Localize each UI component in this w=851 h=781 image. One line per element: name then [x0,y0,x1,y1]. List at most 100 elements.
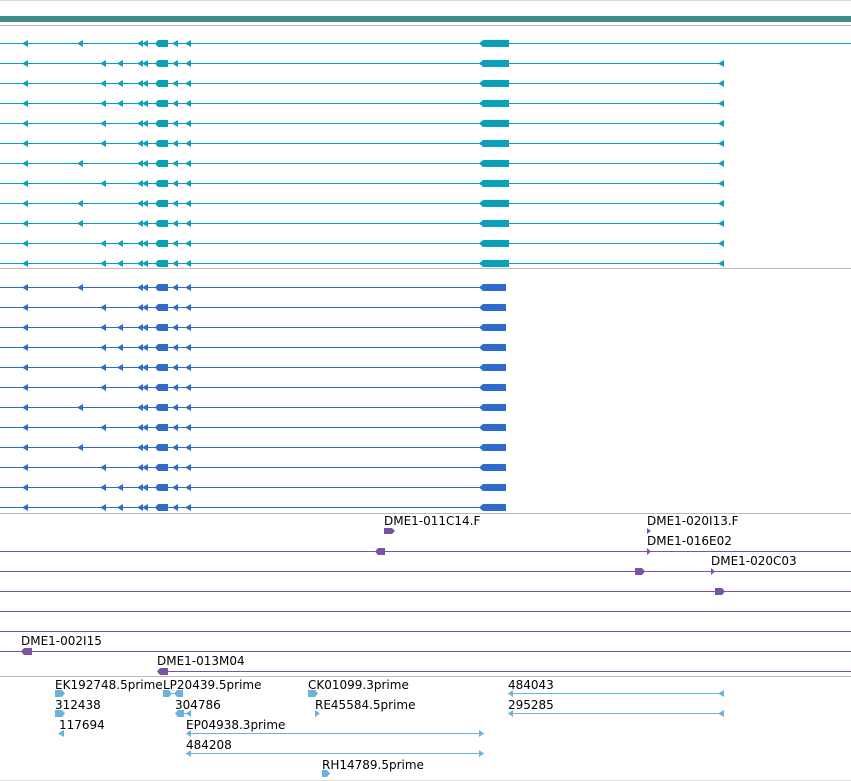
est-marker[interactable] [186,710,191,717]
clone-end-marker[interactable] [157,668,168,675]
exon-marker [22,504,28,511]
est-marker[interactable] [315,710,320,717]
exon-marker [155,424,168,431]
exon-marker [172,80,178,87]
clone-label-020i13f[interactable]: DME1-020I13.F [647,514,739,528]
est-marker[interactable] [55,690,65,697]
est-marker[interactable] [718,710,724,717]
transcript-row[interactable] [0,80,724,87]
clone-end-marker[interactable] [21,648,32,655]
est-label-ek192748[interactable]: EK192748.5prime [55,678,163,692]
clone-label-011c14f[interactable]: DME1-011C14.F [384,514,481,528]
exon-marker [142,444,148,451]
transcript-row[interactable] [0,100,724,107]
clone-end-marker[interactable] [384,528,395,534]
est-marker[interactable] [308,690,318,697]
exon-marker [155,324,168,331]
exon-marker [718,160,724,167]
exon-marker [185,200,191,207]
est-label-ck01099[interactable]: CK01099.3prime [308,678,409,692]
transcript-row[interactable] [0,40,851,47]
est-label-lp20439[interactable]: LP20439.5prime [163,678,262,692]
clone-end-marker[interactable] [375,548,385,555]
transcript-row[interactable] [0,200,724,207]
exon-marker [137,80,143,87]
exon-marker [22,100,28,107]
est-label-312438[interactable]: 312438 [55,698,101,712]
exon-marker [718,240,724,247]
est-marker[interactable] [479,750,484,757]
est-marker[interactable] [186,750,191,757]
exon-marker [185,220,191,227]
clone-label-020c03[interactable]: DME1-020C03 [711,554,797,568]
exon-marker [137,240,143,247]
transcript-row[interactable] [0,404,506,411]
clone-label-002i15[interactable]: DME1-002I15 [21,634,102,648]
transcript-row[interactable] [0,284,506,291]
transcript-row[interactable] [0,304,506,311]
est-label-re45584[interactable]: RE45584.5prime [315,698,416,712]
terminal-exon [479,364,506,371]
clone-end-marker[interactable] [647,548,651,555]
exon-marker [100,324,106,331]
terminal-exon [479,240,509,247]
exon-marker [155,220,168,227]
exon-marker [155,200,168,207]
est-marker[interactable] [175,710,184,717]
est-label-484208[interactable]: 484208 [186,738,232,752]
exon-marker [22,424,28,431]
est-label-ep04938[interactable]: EP04938.3prime [186,718,285,732]
est-label-117694[interactable]: 117694 [59,718,105,732]
transcript-row[interactable] [0,220,724,227]
transcript-row[interactable] [0,260,724,267]
transcript-row[interactable] [0,324,506,331]
exon-marker [137,444,143,451]
exon-marker [155,60,168,67]
est-marker[interactable] [508,690,513,697]
clone-label-016e02[interactable]: DME1-016E02 [647,534,732,548]
transcript-row[interactable] [0,180,724,187]
est-label-304786[interactable]: 304786 [175,698,221,712]
transcript-row[interactable] [0,160,724,167]
exon-marker [137,200,143,207]
est-marker[interactable] [55,710,65,717]
est-marker[interactable] [58,730,64,737]
clone-end-marker[interactable] [711,568,715,575]
transcript-row[interactable] [0,484,506,491]
exon-marker [22,220,28,227]
est-label-484043[interactable]: 484043 [508,678,554,692]
est-label-295285[interactable]: 295285 [508,698,554,712]
clone-label-013m04[interactable]: DME1-013M04 [157,654,245,668]
est-marker[interactable] [163,690,172,697]
clone-end-marker[interactable] [635,568,645,575]
exon-marker [22,324,28,331]
exon-marker [22,240,28,247]
exon-marker [142,220,148,227]
est-track: EK192748.5prime LP20439.5prime CK01099.3… [55,678,724,777]
exon-marker [155,284,168,291]
transcript-row[interactable] [0,364,506,371]
transcript-row[interactable] [0,140,724,147]
est-marker[interactable] [479,730,484,737]
transcript-row[interactable] [0,344,506,351]
exon-marker [100,240,106,247]
transcript-row[interactable] [0,120,724,127]
transcript-row[interactable] [0,464,506,471]
exon-marker [172,424,178,431]
exon-marker [22,344,28,351]
transcript-row[interactable] [0,240,724,247]
transcript-row[interactable] [0,504,506,511]
transcript-row[interactable] [0,444,506,451]
est-marker[interactable] [508,710,513,717]
est-label-rh14789[interactable]: RH14789.5prime [322,758,424,772]
est-marker[interactable] [186,730,191,737]
clone-end-marker[interactable] [715,588,725,595]
transcript-row[interactable] [0,424,506,431]
transcript-row[interactable] [0,60,724,67]
exon-marker [117,100,123,107]
est-marker[interactable] [174,690,183,697]
transcript-row[interactable] [0,384,506,391]
est-marker[interactable] [322,770,330,777]
clone-end-marker[interactable] [647,528,651,534]
est-marker[interactable] [718,690,724,697]
